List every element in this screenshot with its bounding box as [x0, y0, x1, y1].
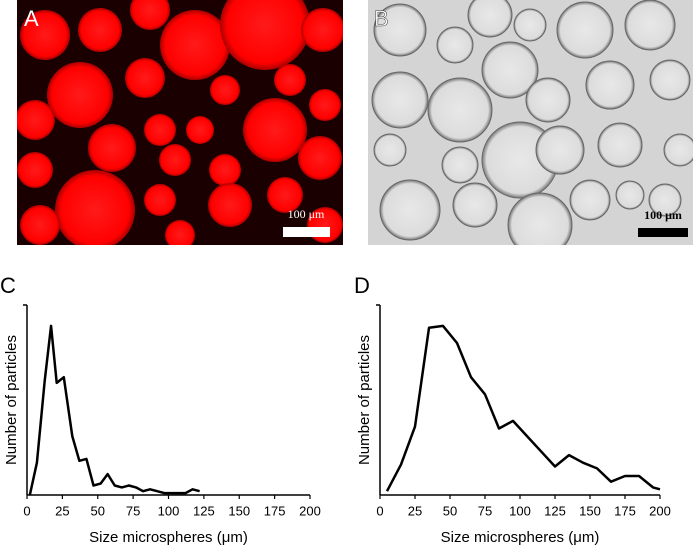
x-axis-label: Size microspheres (μm) — [441, 529, 600, 546]
micrograph-a: 100 μm A — [17, 0, 343, 245]
x-tick-label: 75 — [478, 503, 492, 518]
x-tick-label: 50 — [443, 503, 457, 518]
scale-bar-label: 100 μm — [288, 207, 325, 221]
panel-label: C — [0, 273, 16, 298]
x-tick-label: 150 — [228, 503, 250, 518]
x-tick-label: 0 — [376, 503, 383, 518]
x-tick-label: 150 — [579, 503, 601, 518]
scale-bar-label: 100 μm — [644, 208, 682, 222]
panel-label: D — [354, 273, 370, 298]
panel-label: B — [374, 6, 389, 31]
y-axis-label: Number of particles — [3, 335, 20, 465]
x-tick-label: 200 — [299, 503, 321, 518]
x-tick-label: 25 — [55, 503, 69, 518]
data-line — [385, 324, 661, 492]
x-tick-label: 175 — [264, 503, 286, 518]
x-tick-label: 100 — [509, 503, 531, 518]
y-axis-label: Number of particles — [356, 335, 373, 465]
panel-label: A — [24, 6, 39, 31]
x-tick-label: 100 — [158, 503, 180, 518]
x-axis-label: Size microspheres (μm) — [89, 529, 248, 546]
x-tick-label: 175 — [614, 503, 636, 518]
x-tick-label: 75 — [126, 503, 140, 518]
x-tick-label: 125 — [193, 503, 215, 518]
x-tick-label: 125 — [544, 503, 566, 518]
x-tick-label: 25 — [408, 503, 422, 518]
data-line — [28, 324, 200, 496]
micrograph-b: 100 μm B — [368, 0, 693, 245]
x-tick-label: 50 — [91, 503, 105, 518]
x-tick-label: 0 — [23, 503, 30, 518]
x-tick-label: 200 — [649, 503, 671, 518]
